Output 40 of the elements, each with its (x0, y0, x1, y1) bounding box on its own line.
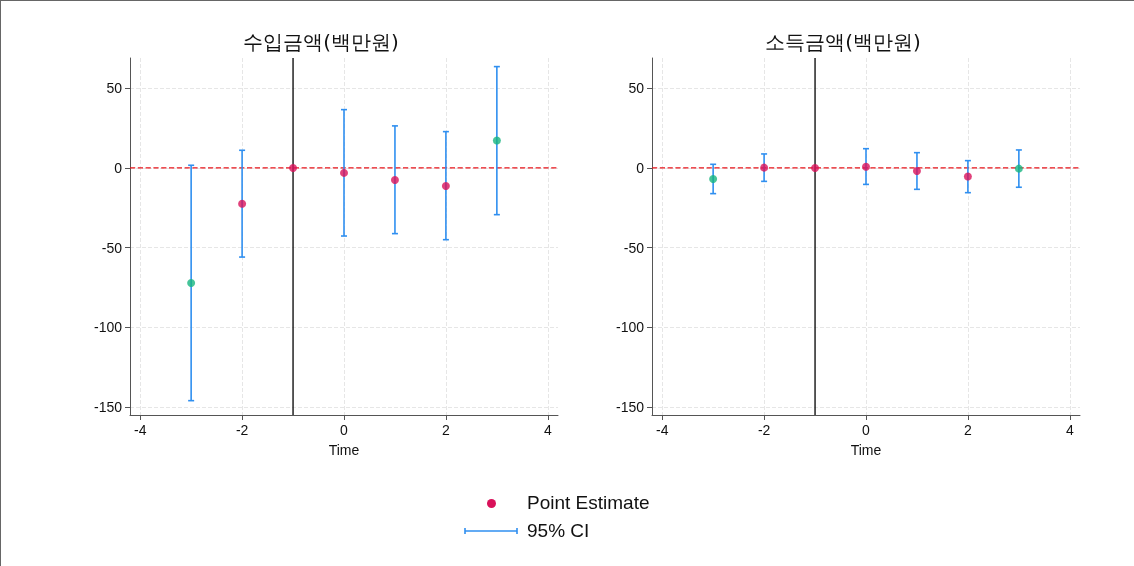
y-tick-label: -50 (101, 239, 123, 256)
y-tick-label: 50 (628, 80, 645, 97)
x-tick-label: 4 (1065, 422, 1074, 438)
y-tick-label: -150 (615, 399, 645, 416)
point (492, 136, 501, 145)
point (340, 168, 348, 177)
x-tick-label: -4 (133, 422, 147, 438)
point (441, 181, 450, 190)
x-tick-label: -2 (757, 422, 771, 438)
point (390, 175, 399, 184)
point (811, 163, 820, 172)
y-tick-label: -100 (615, 319, 645, 336)
point (187, 279, 196, 288)
x-tick-label: 2 (442, 422, 451, 438)
x-tick-label: 2 (964, 422, 973, 438)
x-tick-label: -4 (655, 422, 669, 438)
x-axis-title: Time (328, 442, 360, 458)
chart-title: 소득금액(백만원) (765, 30, 921, 54)
x-axis-title: Time (850, 442, 882, 458)
point (238, 199, 247, 208)
point (963, 172, 972, 181)
x-tick-label: -2 (235, 422, 249, 438)
chart-title: 수입금액(백만원) (243, 30, 399, 54)
y-tick-label: -100 (93, 319, 123, 336)
y-tick-label: -150 (93, 399, 123, 416)
point (1014, 164, 1023, 173)
point (912, 167, 921, 175)
x-tick-label: 0 (340, 422, 349, 438)
y-tick-label: -50 (623, 239, 645, 256)
legend-label: Point Estimate (527, 492, 650, 514)
y-tick-label: 0 (636, 159, 645, 176)
y-tick-label: 50 (106, 80, 123, 97)
x-tick-label: 0 (862, 422, 871, 438)
point (862, 162, 870, 171)
point (289, 163, 298, 172)
text: 95% CI (527, 520, 590, 542)
x-tick-label: 4 (543, 422, 552, 438)
point (760, 163, 769, 172)
y-tick-label: 0 (114, 159, 123, 176)
point (709, 174, 718, 183)
